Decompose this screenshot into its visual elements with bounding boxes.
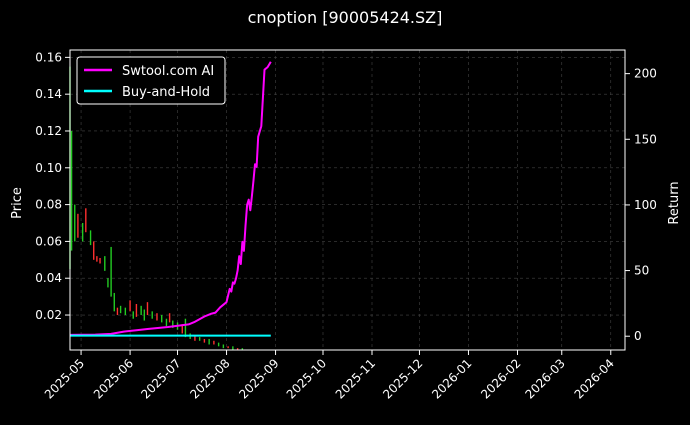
y-left-tick-label: 0.10 <box>35 161 62 175</box>
y-left-tick-label: 0.04 <box>35 271 62 285</box>
x-tick-label: 2025-06 <box>91 356 136 401</box>
x-tick-label: 2025-08 <box>187 356 232 401</box>
y-right-tick-label: 100 <box>634 198 657 212</box>
y-left-tick-label: 0.12 <box>35 124 62 138</box>
y-axis-left: 0.02 0.04 0.06 0.08 0.10 0.12 0.14 0.16 <box>35 50 70 322</box>
y-axis-left-label: Price <box>10 187 25 219</box>
x-tick-label: 2025-12 <box>380 356 425 401</box>
y-axis-right-label: Return <box>667 181 682 224</box>
legend-label-swtool: Swtool.com AI <box>122 64 214 79</box>
y-left-tick-label: 0.08 <box>35 198 62 212</box>
x-tick-label: 2026-04 <box>572 356 617 401</box>
chart-title: cnoption [90005424.SZ] <box>248 8 443 27</box>
y-right-tick-label: 0 <box>634 329 642 343</box>
y-right-tick-label: 150 <box>634 132 657 146</box>
series-lines-layer <box>69 61 272 337</box>
x-tick-label: 2025-05 <box>42 356 87 401</box>
x-tick-label: 2025-07 <box>138 356 183 401</box>
x-axis: 2025-05 2025-06 2025-07 2025-08 2025-09 2025-… <box>42 350 617 402</box>
x-tick-label: 2025-09 <box>236 356 281 401</box>
y-right-tick-label: 50 <box>634 264 649 278</box>
plot-frame <box>69 49 626 351</box>
y-left-tick-label: 0.16 <box>35 50 62 64</box>
x-tick-label: 2025-10 <box>284 356 329 401</box>
x-tick-label: 2026-03 <box>523 356 568 401</box>
grid-layer <box>70 50 625 350</box>
legend-label-buy-and-hold: Buy-and-Hold <box>122 85 210 100</box>
y-left-tick-label: 0.02 <box>35 308 62 322</box>
x-tick-label: 2026-02 <box>478 356 523 401</box>
series-line-swtool <box>69 61 272 336</box>
legend-box <box>76 56 226 105</box>
x-tick-label: 2025-11 <box>333 356 378 401</box>
y-axis-right: 0 50 100 150 200 <box>625 67 657 343</box>
y-left-tick-label: 0.14 <box>35 87 62 101</box>
x-tick-label: 2026-01 <box>429 356 474 401</box>
price-bars-layer <box>69 66 244 350</box>
y-right-tick-label: 200 <box>634 67 657 81</box>
y-left-tick-label: 0.06 <box>35 234 62 248</box>
legend: Swtool.com AI Buy-and-Hold <box>76 56 226 105</box>
